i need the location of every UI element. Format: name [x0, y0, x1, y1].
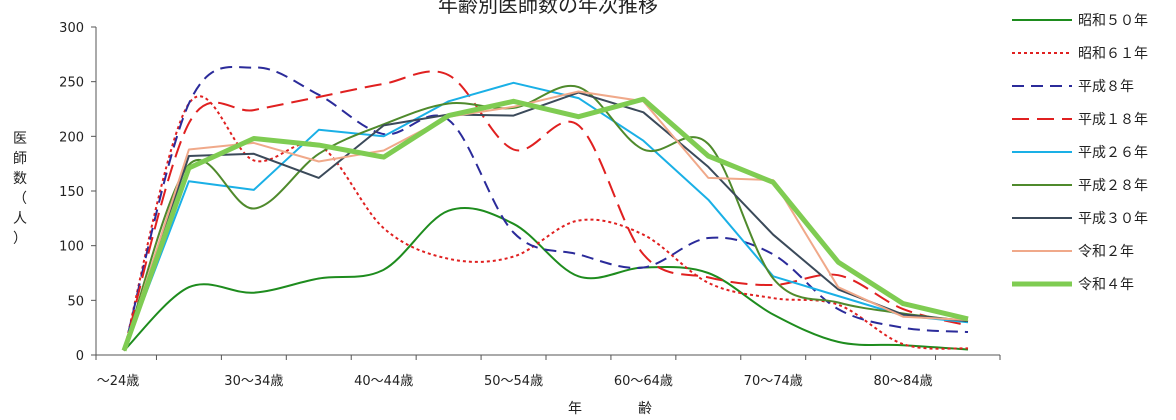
x-tick-label: 50～54歳 [484, 374, 543, 389]
x-tick-label: 80～84歳 [874, 374, 933, 389]
y-tick-label: 50 [67, 294, 84, 309]
series-line-7 [123, 91, 969, 351]
y-axis-ticks: 0 50 100 150 200 250 300 [59, 21, 96, 364]
x-tick-label: 60～64歳 [614, 374, 673, 389]
x-tick-label: ～24歳 [97, 374, 140, 389]
legend-label-2: 昭和６１年 [1078, 46, 1148, 62]
series-line-9 [121, 96, 969, 352]
chart-title: 年齢別医師数の年次推移 [438, 0, 658, 17]
x-tick-label: 30～34歳 [224, 374, 283, 389]
y-tick-label: 0 [76, 349, 84, 364]
legend-label-5: 平成２６年 [1078, 145, 1148, 161]
x-axis-ticks: ～24歳 30～34歳 40～44歳 50～54歳 60～64歳 70～74歳 80～84歳 [95, 355, 1001, 389]
y-tick-label: 200 [59, 130, 84, 145]
legend-label-1: 昭和５０年 [1078, 13, 1148, 29]
y-tick-label: 150 [59, 185, 84, 200]
series-lines [121, 65, 969, 352]
legend-label-7: 平成３０年 [1078, 211, 1148, 227]
x-tick-label: 40～44歳 [354, 374, 413, 389]
series-line-3 [123, 65, 969, 351]
legend-label-9: 令和４年 [1078, 277, 1134, 293]
y-tick-label: 250 [59, 76, 84, 91]
series-line-5 [123, 81, 969, 351]
series-line-4 [123, 70, 969, 351]
y-axis-label: 医師数（人） [13, 131, 27, 247]
legend-label-6: 平成２８年 [1078, 178, 1148, 194]
legend-label-8: 令和２年 [1078, 244, 1134, 260]
y-tick-label: 300 [59, 21, 84, 36]
series-line-2 [123, 95, 969, 351]
series-line-8 [123, 90, 969, 351]
x-axis-label: 年 齢 [568, 401, 652, 417]
legend-label-3: 平成８年 [1078, 79, 1134, 95]
x-tick-label: 70～74歳 [744, 374, 803, 389]
y-tick-label: 100 [59, 240, 84, 255]
legend-label-4: 平成１８年 [1078, 112, 1148, 128]
legend: 昭和５０年昭和６１年平成８年平成１８年平成２６年平成２８年平成３０年令和２年令和… [1012, 13, 1148, 293]
series-line-1 [123, 206, 969, 352]
